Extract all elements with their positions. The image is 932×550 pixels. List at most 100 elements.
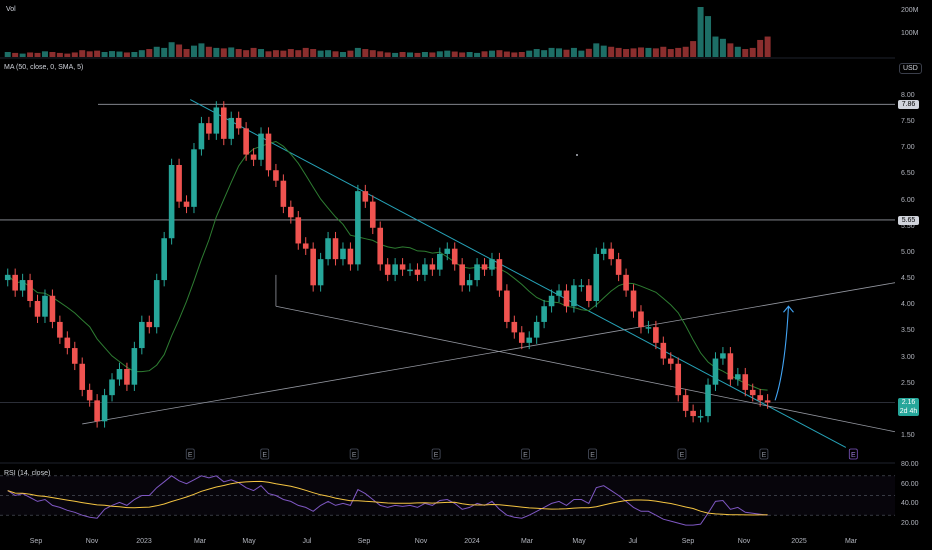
volume-bar: [496, 50, 503, 57]
volume-bar: [19, 53, 26, 57]
candle-body: [384, 264, 391, 275]
volume-bar: [645, 47, 652, 57]
date-tick-label: Sep: [29, 538, 43, 545]
date-tick-label: 2025: [791, 538, 807, 545]
currency-button[interactable]: USD: [899, 63, 922, 74]
volume-bar: [4, 52, 11, 57]
candle-body: [608, 248, 614, 260]
volume-bar: [64, 53, 71, 57]
volume-bar: [49, 52, 56, 57]
candle-body: [600, 248, 607, 254]
volume-bar: [220, 48, 227, 57]
rsi-line: [7, 475, 768, 526]
candle-body: [742, 374, 749, 390]
volume-bar: [749, 47, 756, 57]
volume-bar: [548, 47, 555, 57]
candle-body: [533, 321, 540, 338]
volume-bar: [466, 52, 473, 57]
date-tick-label: Sep: [357, 538, 371, 545]
candle-body: [638, 311, 644, 328]
date-tick-label: Mar: [193, 538, 207, 545]
volume-bar: [518, 52, 525, 57]
volume-bar: [325, 50, 332, 57]
candle-body: [64, 337, 71, 349]
volume-bar: [414, 52, 421, 57]
earnings-marker: [677, 448, 687, 460]
projection-arrow: [774, 306, 790, 401]
volume-bar: [34, 52, 41, 57]
volume-bar: [511, 52, 518, 57]
candle-body: [258, 133, 264, 160]
candle-body: [131, 348, 138, 385]
volume-bar: [474, 52, 481, 57]
volume-bar: [339, 52, 346, 57]
candle-body: [198, 123, 205, 150]
candle-body: [466, 280, 473, 286]
volume-bar: [12, 52, 19, 57]
volume-bar: [488, 50, 495, 57]
date-tick-label: 2024: [464, 538, 480, 545]
candle-body: [228, 117, 235, 139]
last-price-countdown: 2d 4h: [898, 407, 919, 416]
volume-bar: [146, 49, 153, 57]
volume-bar: [436, 51, 443, 57]
volume-bar: [429, 52, 436, 57]
volume-bar: [250, 47, 257, 57]
last-price-tag: 2.16: [898, 398, 919, 407]
candle-body: [325, 238, 331, 260]
candle-body: [630, 290, 637, 312]
volume-bar: [407, 52, 414, 57]
volume-bar: [138, 50, 145, 57]
date-tick-label: Nov: [414, 538, 428, 545]
volume-bar: [384, 52, 391, 57]
volume-bar: [71, 52, 78, 57]
earnings-marker-label: E: [851, 452, 856, 459]
date-tick-label: 2023: [136, 538, 152, 545]
earnings-marker-label: E: [352, 452, 357, 459]
candle-body: [124, 369, 130, 385]
ma-legend[interactable]: MA (50, close, 0, SMA, 5): [4, 64, 84, 71]
candle-body: [369, 201, 376, 228]
price-axis[interactable]: [895, 0, 932, 550]
volume-bar: [615, 47, 622, 57]
volume-bar: [459, 52, 466, 57]
volume-bar: [302, 47, 309, 57]
volume-bar: [190, 45, 197, 57]
candle-body: [34, 301, 41, 317]
candle-body: [645, 327, 652, 329]
volume-bar: [198, 43, 205, 57]
candle-body: [355, 191, 361, 265]
volume-bar: [556, 48, 563, 57]
volume-tick-label: 100M: [901, 30, 919, 37]
price-tick-label: 7.50: [901, 118, 915, 126]
rising-support-line: [82, 282, 896, 425]
candle-body: [265, 133, 272, 171]
earnings-marker: [759, 448, 769, 460]
candle-body: [19, 280, 26, 291]
earnings-marker: [848, 448, 858, 460]
candle-body: [705, 384, 711, 417]
volume-bar: [287, 49, 294, 57]
price-tick-label: 5.00: [901, 248, 915, 256]
volume-bar: [764, 36, 771, 57]
volume-bar: [362, 49, 369, 57]
candle-body: [735, 374, 741, 380]
volume-bar: [585, 48, 592, 57]
candle-body: [727, 353, 734, 380]
rsi-legend[interactable]: RSI (14, close): [4, 470, 51, 477]
volume-bar: [41, 51, 48, 57]
earnings-marker-label: E: [523, 452, 528, 459]
candle-body: [690, 410, 696, 417]
candle-body: [317, 259, 324, 286]
candle-body: [4, 274, 11, 281]
candle-body: [712, 358, 719, 385]
candle-body: [518, 332, 525, 343]
volume-bar: [176, 44, 183, 57]
volume-bar: [719, 38, 726, 57]
date-tick-label: May: [572, 538, 586, 545]
volume-legend[interactable]: Vol: [6, 6, 16, 13]
volume-bar: [123, 52, 130, 57]
candle-body: [526, 337, 533, 343]
volume-bar: [153, 46, 160, 57]
